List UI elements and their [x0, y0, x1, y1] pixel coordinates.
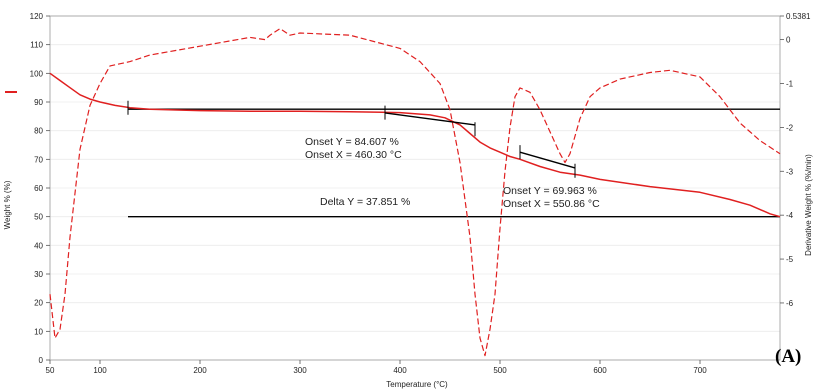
left-tick-label: 30	[34, 270, 43, 279]
tangent-segment	[384, 112, 476, 126]
right-axis-ticks: 0.5381 0 -1 -2 -3 -4 -5 -6	[780, 12, 811, 308]
annotation-onset-x-1: Onset X = 460.30 °C	[305, 149, 402, 161]
left-tick-label: 40	[34, 241, 43, 250]
grid-lines	[50, 15, 780, 361]
right-axis-label-group: Derivative Weight % (%/min)	[804, 154, 813, 256]
right-axis-label: Derivative Weight % (%/min)	[804, 154, 813, 256]
left-axis-ticks: 0 10 20 30 40 50 60 70 80 90 100 110 120	[30, 12, 50, 365]
right-tick-label: -5	[786, 255, 794, 264]
right-tick-label: -4	[786, 211, 794, 220]
tangent-segment	[519, 151, 576, 169]
x-axis-label: Temperature (°C)	[386, 380, 448, 389]
onset-markers	[127, 100, 576, 178]
right-tick-label: -1	[786, 80, 794, 89]
x-tick-label: 500	[493, 366, 507, 375]
left-tick-label: 110	[30, 41, 43, 50]
reference-lines	[128, 108, 780, 218]
left-axis-label-group: Weight % (%)	[3, 180, 12, 229]
weight-line	[49, 72, 781, 218]
x-tick-label: 200	[193, 366, 207, 375]
annotation-delta-y: Delta Y = 37.851 %	[320, 196, 410, 208]
left-tick-label: 60	[34, 184, 43, 193]
left-tick-label: 80	[34, 127, 43, 136]
right-tick-label: 0	[786, 36, 791, 45]
right-tick-label: -2	[786, 123, 794, 132]
x-tick-label: 300	[293, 366, 307, 375]
annotation-onset-y-1: Onset Y = 84.607 %	[305, 136, 399, 148]
annotation-onset-x-2: Onset X = 550.86 °C	[503, 198, 600, 210]
x-tick-label: 600	[593, 366, 607, 375]
x-axis-ticks: 50 100 200 300 400 500 600 700	[46, 360, 707, 375]
derivative-weight-line	[49, 28, 781, 357]
annotation-onset-y-2: Onset Y = 69.963 %	[503, 185, 597, 197]
tangent-segments	[384, 112, 576, 169]
left-tick-label: 50	[34, 213, 43, 222]
left-tick-label: 70	[34, 155, 43, 164]
right-tick-label: -3	[786, 167, 794, 176]
panel-label: (A)	[775, 346, 801, 367]
left-tick-label: 90	[34, 98, 43, 107]
right-tick-label: 0.5381	[786, 12, 811, 21]
left-axis-label: Weight % (%)	[3, 180, 12, 229]
series-lines	[49, 28, 781, 357]
left-tick-label: 120	[30, 12, 44, 21]
x-tick-label: 700	[693, 366, 707, 375]
right-tick-label: -6	[786, 299, 794, 308]
x-tick-label: 50	[46, 366, 55, 375]
left-tick-label: 20	[34, 299, 43, 308]
left-tick-label: 10	[34, 327, 43, 336]
x-tick-label: 400	[393, 366, 407, 375]
left-tick-label: 0	[39, 356, 44, 365]
left-tick-label: 100	[30, 69, 44, 78]
x-tick-label: 100	[93, 366, 107, 375]
